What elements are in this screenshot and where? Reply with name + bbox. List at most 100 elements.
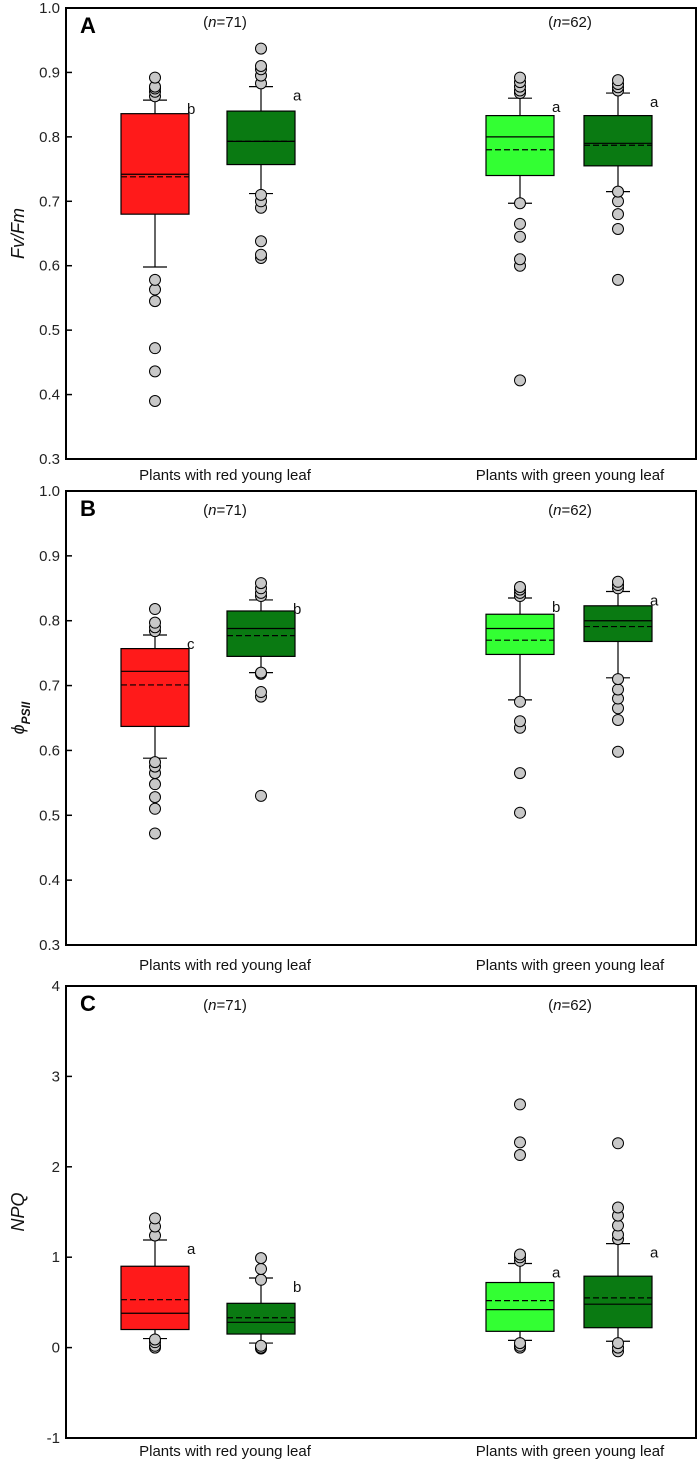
y-tick-label: 0.4 bbox=[39, 387, 60, 404]
y-tick-label: 4 bbox=[52, 978, 60, 995]
box-iqr bbox=[583, 1275, 653, 1329]
outlier-point bbox=[255, 42, 267, 55]
box-plot: b bbox=[120, 71, 195, 408]
outlier-point bbox=[255, 789, 267, 802]
x-category-label: Plants with red young leaf bbox=[139, 467, 312, 484]
box-plot: b bbox=[226, 1252, 301, 1355]
outlier-point bbox=[255, 1339, 267, 1352]
box-plot: a bbox=[583, 575, 659, 758]
significance-letter: b bbox=[187, 101, 195, 118]
y-tick-label: 0 bbox=[52, 1340, 60, 1357]
y-tick-label: 0.3 bbox=[39, 937, 60, 954]
y-tick-label: 0.8 bbox=[39, 129, 60, 146]
outlier-point bbox=[149, 1333, 161, 1346]
outlier-point bbox=[255, 666, 267, 679]
panel-label: A bbox=[80, 13, 96, 38]
box-plot: a bbox=[583, 1137, 659, 1358]
panel-b: 0.3 0.4 0.5 0.6 0.7 0.8 0.9 1.0 ϕPSII B (n=71) Plan… bbox=[8, 483, 697, 974]
x-category-label: Plants with green young leaf bbox=[476, 1443, 665, 1460]
outlier-point bbox=[612, 1201, 624, 1214]
box-iqr bbox=[226, 110, 296, 166]
sample-size-label: (n=62) bbox=[548, 14, 592, 31]
plot-frame bbox=[65, 7, 697, 460]
outlier-point bbox=[149, 273, 161, 286]
x-category-label: Plants with red young leaf bbox=[139, 1443, 312, 1460]
outlier-point bbox=[149, 616, 161, 629]
outlier-point bbox=[514, 1248, 526, 1261]
outlier-point bbox=[514, 1337, 526, 1350]
outlier-point bbox=[149, 802, 161, 815]
box-iqr bbox=[120, 648, 190, 728]
outlier-point bbox=[612, 713, 624, 726]
outlier-point bbox=[612, 1137, 624, 1150]
outlier-point bbox=[514, 715, 526, 728]
y-tick-label: 1.0 bbox=[39, 0, 60, 17]
sample-size-label: (n=62) bbox=[548, 997, 592, 1014]
outlier-point bbox=[514, 374, 526, 387]
outlier-point bbox=[612, 1219, 624, 1232]
outlier-point bbox=[514, 767, 526, 780]
y-tick-label: 0.8 bbox=[39, 613, 60, 630]
outlier-point bbox=[149, 778, 161, 791]
outlier-point bbox=[255, 577, 267, 590]
outlier-point bbox=[514, 1136, 526, 1149]
panel-label: C bbox=[80, 991, 96, 1016]
outlier-point bbox=[514, 230, 526, 243]
outlier-point bbox=[514, 695, 526, 708]
significance-letter: b bbox=[552, 599, 560, 616]
sample-size-label: (n=71) bbox=[203, 14, 247, 31]
y-axis-label: NPQ bbox=[8, 1192, 28, 1231]
outlier-point bbox=[149, 827, 161, 840]
significance-letter: b bbox=[293, 601, 301, 618]
sample-size-label: (n=71) bbox=[203, 997, 247, 1014]
y-tick-label: 3 bbox=[52, 1068, 60, 1085]
y-tick-label: 0.6 bbox=[39, 258, 60, 275]
box-iqr bbox=[485, 1281, 555, 1332]
significance-letter: a bbox=[650, 593, 659, 610]
box-iqr bbox=[120, 1265, 190, 1331]
box-plot: a bbox=[485, 71, 561, 387]
y-tick-label: 2 bbox=[52, 1159, 60, 1176]
box-plot: b bbox=[485, 580, 560, 819]
box-plot: c bbox=[120, 603, 195, 840]
box-iqr bbox=[583, 605, 653, 643]
panel-c: -1 0 1 2 3 4 NPQ C (n=71) Plants with red young l… bbox=[8, 978, 697, 1460]
box-plot: a bbox=[120, 1212, 196, 1354]
box-plot: a bbox=[485, 1098, 561, 1354]
box-iqr bbox=[120, 113, 190, 215]
outlier-point bbox=[612, 74, 624, 87]
y-axis-label-subscript: PSII bbox=[19, 701, 33, 724]
box-iqr bbox=[226, 610, 296, 657]
outlier-point bbox=[514, 217, 526, 230]
box-iqr bbox=[485, 613, 555, 656]
y-tick-label: 1 bbox=[52, 1249, 60, 1266]
outlier-point bbox=[612, 208, 624, 221]
y-tick-label: 0.7 bbox=[39, 193, 60, 210]
significance-letter: a bbox=[650, 94, 659, 111]
outlier-point bbox=[149, 342, 161, 355]
sample-size-label: (n=71) bbox=[203, 502, 247, 519]
outlier-point bbox=[612, 1337, 624, 1350]
box-iqr bbox=[583, 114, 653, 167]
y-tick-label: 0.7 bbox=[39, 678, 60, 695]
significance-letter: a bbox=[650, 1245, 659, 1262]
box-plot: b bbox=[226, 577, 301, 802]
outlier-point bbox=[612, 222, 624, 235]
panel-a: 0.3 0.4 0.5 0.6 0.7 0.8 0.9 1.0 Fv/Fm A (n=71) Plan… bbox=[8, 0, 697, 484]
x-category-label: Plants with red young leaf bbox=[139, 957, 312, 974]
outlier-point bbox=[255, 686, 267, 699]
outlier-point bbox=[514, 806, 526, 819]
outlier-point bbox=[149, 603, 161, 616]
y-tick-label: -1 bbox=[47, 1430, 60, 1447]
outlier-point bbox=[255, 248, 267, 261]
outlier-point bbox=[255, 235, 267, 248]
outlier-point bbox=[149, 295, 161, 308]
significance-letter: a bbox=[293, 88, 302, 105]
panel-label: B bbox=[80, 496, 96, 521]
box-plot: a bbox=[583, 74, 659, 286]
y-axis-label: ϕPSII bbox=[8, 701, 33, 734]
y-tick-label: 0.5 bbox=[39, 807, 60, 824]
plot-frame bbox=[65, 985, 697, 1439]
y-tick-label: 0.9 bbox=[39, 64, 60, 81]
